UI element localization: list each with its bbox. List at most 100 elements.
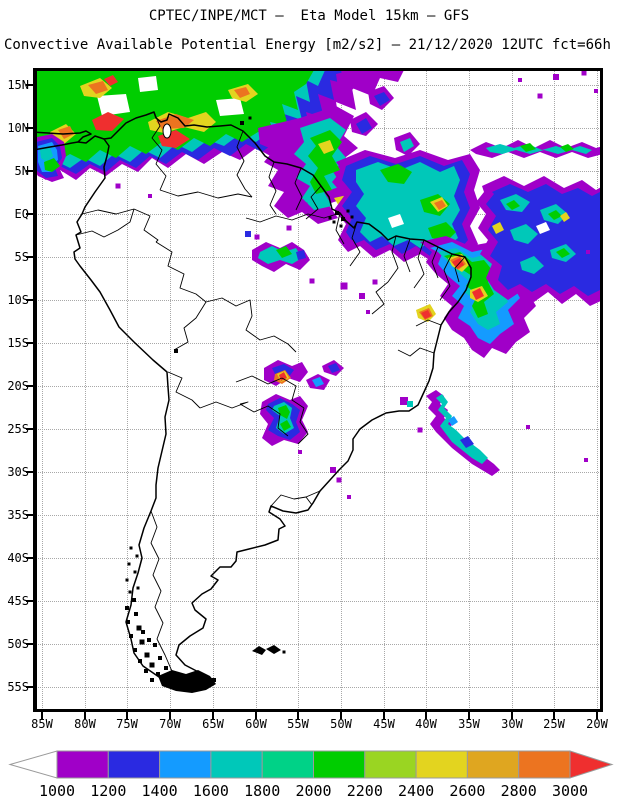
fjord-island-speck-32 <box>346 209 350 213</box>
cape-speck-5 <box>254 234 260 240</box>
fjord-island-speck-9 <box>149 662 155 668</box>
country-border-22 <box>439 253 453 301</box>
lon-label-50W: 50W <box>330 717 352 731</box>
cape-speck-11 <box>115 183 121 189</box>
gridline-70W <box>170 71 171 710</box>
fjord-island-speck-2 <box>126 620 130 624</box>
gridline-50W <box>341 71 342 710</box>
fjord-island-speck-3 <box>136 625 142 631</box>
lat-label-5N: 5N <box>14 164 29 178</box>
cape-region-87 <box>328 363 340 373</box>
colorbar-segment-1400 <box>159 750 212 779</box>
cape-region-17 <box>104 75 118 86</box>
fjord-island-speck-20 <box>128 590 132 594</box>
cape-region-91 <box>278 405 290 419</box>
tick-45W <box>383 712 385 719</box>
colorbar-value-1800: 1800 <box>244 782 281 800</box>
fjord-island-speck-0 <box>125 606 129 610</box>
country-border-30 <box>349 221 361 267</box>
fjord-island-speck-11 <box>156 672 160 676</box>
cape-region-65 <box>506 200 520 210</box>
fjord-island-speck-28 <box>282 650 286 654</box>
fjord-island-speck-27 <box>212 678 216 682</box>
fjord-island-speck-5 <box>139 639 145 645</box>
colorbar-value-1400: 1400 <box>141 782 178 800</box>
country-border-10 <box>205 297 297 353</box>
cape-speck-25 <box>584 458 588 462</box>
country-border-23 <box>431 246 439 279</box>
colorbar-left-arrow <box>8 750 58 779</box>
tick-15N <box>26 84 33 86</box>
country-border-27 <box>371 281 389 315</box>
cape-region-6 <box>138 76 158 92</box>
fjord-island-speck-38 <box>248 116 252 120</box>
tick-50S <box>26 643 33 645</box>
country-border-0 <box>151 111 167 191</box>
landmass-detail-1 <box>252 646 266 655</box>
fjord-island-speck-36 <box>174 349 178 353</box>
country-border-26 <box>387 235 399 283</box>
fjord-island-speck-21 <box>136 586 140 590</box>
colorbar-value-3000: 3000 <box>551 782 589 800</box>
tick-25W <box>553 712 555 719</box>
cape-region-12 <box>88 81 108 94</box>
fjord-island-speck-8 <box>138 659 142 663</box>
cape-region-42 <box>428 222 456 242</box>
fjord-island-speck-10 <box>144 669 148 673</box>
lat-label-10N: 10N <box>7 121 29 135</box>
cape-region-59 <box>486 184 600 296</box>
lat-label-5S: 5S <box>14 250 29 264</box>
tick-20S <box>26 385 33 387</box>
fjord-island-speck-31 <box>332 220 336 224</box>
cape-speck-18 <box>417 427 423 433</box>
gridline-80W <box>85 71 86 710</box>
cape-speck-12 <box>148 194 152 198</box>
fjord-island-speck-19 <box>132 598 136 602</box>
page-subtitle: Convective Available Potential Energy [m… <box>4 37 611 53</box>
lat-label-15N: 15N <box>7 78 29 92</box>
cape-region-5 <box>216 98 244 116</box>
lon-label-30W: 30W <box>501 717 523 731</box>
country-border-8 <box>133 208 159 243</box>
fjord-island-speck-15 <box>141 630 145 634</box>
gridline-25W <box>554 71 555 710</box>
cape-speck-17 <box>407 401 413 407</box>
cape-speck-21 <box>537 93 543 99</box>
colorbar-segment-2800 <box>518 750 571 779</box>
tick-80W <box>84 712 86 719</box>
lat-label-15S: 15S <box>7 336 29 350</box>
cape-speck-10 <box>347 495 351 499</box>
gridline-50S <box>36 644 601 645</box>
colorbar-value-2800: 2800 <box>500 782 537 800</box>
colorbar-value-2400: 2400 <box>398 782 435 800</box>
fjord-island-speck-1 <box>134 612 138 616</box>
tick-20W <box>596 712 598 719</box>
gridline-30W <box>512 71 513 710</box>
colorbar-value-1600: 1600 <box>192 782 229 800</box>
tick-70W <box>169 712 171 719</box>
lon-label-20W: 20W <box>586 717 608 731</box>
lat-label-45S: 45S <box>7 594 29 608</box>
tick-75W <box>126 712 128 719</box>
country-border-1 <box>159 189 253 199</box>
country-border-12 <box>167 371 201 409</box>
cape-field-and-coastlines <box>36 71 601 693</box>
tick-30W <box>511 712 513 719</box>
lat-label-30S: 30S <box>7 465 29 479</box>
lon-label-25W: 25W <box>543 717 565 731</box>
cape-speck-2 <box>372 279 378 285</box>
lat-label-25S: 25S <box>7 422 29 436</box>
colorbar-value-1200: 1200 <box>90 782 127 800</box>
country-border-14 <box>199 401 249 409</box>
fjord-island-speck-29 <box>335 211 339 215</box>
gridline-15S <box>36 343 601 344</box>
cape-region-64 <box>520 256 544 274</box>
gridline-75W <box>127 71 128 710</box>
lake-outline-0 <box>162 123 172 139</box>
cape-region-45 <box>388 214 404 228</box>
fjord-island-speck-34 <box>339 224 343 228</box>
colorbar-segment-1200 <box>107 750 161 779</box>
fjord-island-speck-24 <box>127 562 131 566</box>
cape-region-18 <box>336 71 360 92</box>
